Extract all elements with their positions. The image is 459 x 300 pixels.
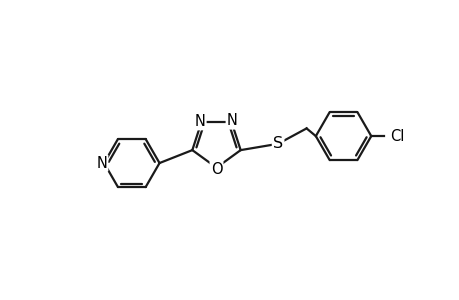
Text: Cl: Cl (389, 129, 403, 144)
Text: O: O (210, 162, 222, 177)
Text: N: N (194, 114, 205, 129)
Text: S: S (273, 136, 283, 151)
Text: N: N (96, 155, 107, 170)
Text: N: N (226, 113, 237, 128)
